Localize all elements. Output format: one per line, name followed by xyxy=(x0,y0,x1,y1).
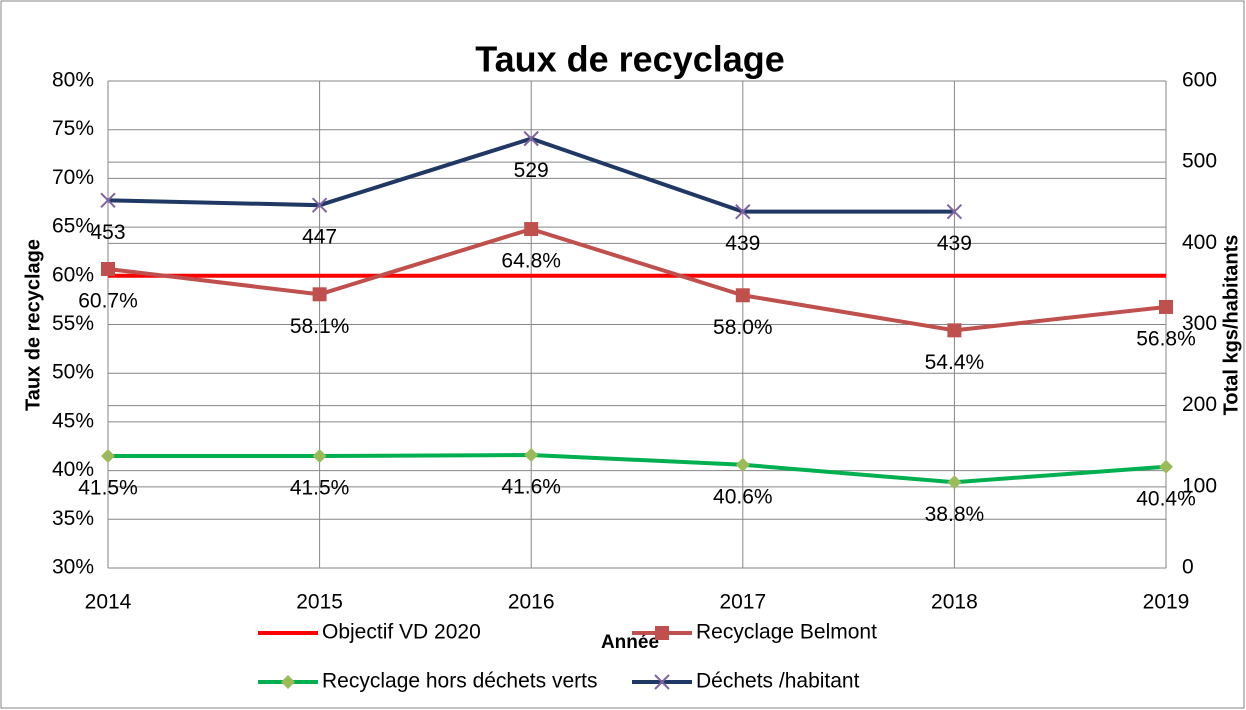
marker-x xyxy=(311,197,328,213)
marker-x xyxy=(100,192,116,209)
y-tick-label: 40% xyxy=(52,458,94,481)
x-axis-label: Année xyxy=(601,632,659,653)
series-line xyxy=(107,226,1167,333)
data-label: 41.5% xyxy=(78,477,138,500)
y-tick-label: 55% xyxy=(52,312,94,335)
marker-square xyxy=(524,222,539,237)
y-tick-label: 60% xyxy=(52,263,94,286)
marker-square xyxy=(101,261,115,276)
y-tick-label: 30% xyxy=(52,556,94,579)
data-label: 447 xyxy=(302,226,337,249)
x-tick-label: 2019 xyxy=(1143,591,1190,614)
marker-diamond xyxy=(524,448,539,463)
legend-label: Recyclage hors déchets verts xyxy=(322,670,597,693)
data-label: 439 xyxy=(937,232,972,255)
data-label: 41.5% xyxy=(290,477,350,500)
data-label: 54.4% xyxy=(925,351,985,374)
data-label: 64.8% xyxy=(501,250,561,273)
marker-diamond xyxy=(1159,459,1173,474)
data-label: 56.8% xyxy=(1136,328,1196,351)
data-label: 439 xyxy=(725,232,760,255)
y2-tick-label: 200 xyxy=(1182,393,1217,416)
marker-diamond xyxy=(735,457,750,472)
data-label: 41.6% xyxy=(501,476,561,499)
marker-diamond xyxy=(312,448,327,463)
legend-label: Déchets /habitant xyxy=(696,670,860,693)
data-label: 40.6% xyxy=(713,485,773,508)
chart-title: Taux de recyclage xyxy=(475,39,785,80)
y2-tick-label: 600 xyxy=(1182,69,1217,92)
y2-tick-label: 0 xyxy=(1182,556,1194,579)
x-tick-label: 2015 xyxy=(296,591,343,614)
y-tick-label: 70% xyxy=(52,166,94,189)
data-label: 58.1% xyxy=(290,315,350,338)
marker-diamond xyxy=(281,675,295,689)
marker-x xyxy=(654,674,670,690)
marker-square xyxy=(947,323,962,338)
marker-diamond xyxy=(947,475,962,490)
x-tick-label: 2017 xyxy=(719,591,766,614)
y2-tick-label: 300 xyxy=(1182,312,1217,335)
y2-tick-label: 400 xyxy=(1182,231,1217,254)
y-tick-label: 50% xyxy=(52,361,94,384)
data-label: 529 xyxy=(514,159,549,182)
y2-tick-label: 100 xyxy=(1182,474,1217,497)
marker-square xyxy=(735,288,750,303)
data-label: 40.4% xyxy=(1136,487,1196,510)
marker-x xyxy=(735,203,751,220)
y-tick-label: 65% xyxy=(52,215,94,238)
legend-label: Recyclage Belmont xyxy=(696,621,877,644)
y-tick-label: 35% xyxy=(52,507,94,530)
y-tick-label: 80% xyxy=(52,69,94,92)
data-label: 38.8% xyxy=(925,503,985,526)
data-label: 58.0% xyxy=(713,316,773,339)
x-tick-label: 2014 xyxy=(85,591,132,614)
marker-x xyxy=(523,130,539,147)
y-axis-label: Taux de recyclage xyxy=(22,239,44,411)
x-tick-label: 2018 xyxy=(931,591,978,614)
y-tick-label: 45% xyxy=(52,409,94,432)
series-line xyxy=(108,453,1167,485)
marker-square xyxy=(312,287,327,302)
marker-diamond xyxy=(101,448,115,463)
y2-axis-label: Total kgs/habitants xyxy=(1220,235,1242,416)
marker-square xyxy=(655,626,669,640)
marker-x xyxy=(946,203,963,220)
marker-square xyxy=(1159,299,1173,314)
x-tick-label: 2016 xyxy=(508,591,555,614)
data-label: 60.7% xyxy=(78,290,138,313)
data-label: 453 xyxy=(90,221,125,244)
legend-label: Objectif VD 2020 xyxy=(322,621,481,644)
y-tick-label: 75% xyxy=(52,117,94,140)
y2-tick-label: 500 xyxy=(1182,150,1217,173)
